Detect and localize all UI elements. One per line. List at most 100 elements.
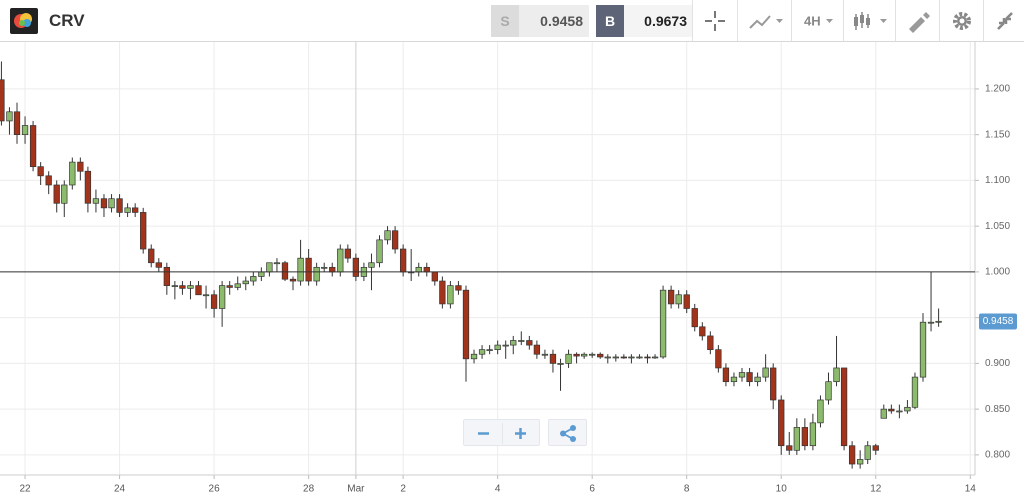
settings-icon	[953, 12, 971, 30]
candle-body	[266, 262, 273, 273]
candle-body	[911, 376, 919, 408]
candle-body	[53, 184, 60, 204]
x-tick-label: 10	[776, 484, 788, 495]
chart-type-icon	[749, 15, 783, 29]
candle-body	[187, 285, 194, 289]
x-tick-label: 4	[495, 484, 501, 495]
zoom-group	[463, 419, 540, 446]
candle-body	[258, 271, 265, 277]
y-tick-label: 1.200	[985, 84, 1010, 95]
candle-body	[13, 111, 21, 136]
candle-body	[699, 326, 706, 337]
x-tick-label: 12	[870, 484, 882, 495]
collapse-icon	[997, 12, 1013, 30]
draw-button[interactable]	[895, 0, 940, 41]
x-tick-label: 26	[209, 484, 221, 495]
toolbar: CRV S 0.9458 B 0.9673 4H	[0, 0, 1024, 42]
candle-body	[439, 280, 446, 305]
candle-body	[337, 248, 344, 273]
candle-body	[667, 289, 675, 305]
candle-body	[321, 266, 328, 269]
candle-body	[715, 349, 722, 369]
interval-button[interactable]: 4H	[791, 0, 844, 41]
candle-body	[423, 266, 430, 273]
y-tick-label: 0.800	[985, 450, 1010, 461]
candle-body	[478, 349, 486, 355]
price-tag-label: 0.9458	[983, 316, 1014, 327]
interval-icon: 4H	[804, 13, 833, 28]
candle-body	[384, 230, 391, 241]
candle-body	[620, 356, 627, 359]
zoom-in[interactable]	[515, 428, 526, 439]
candle-body	[234, 283, 241, 288]
candle-body	[573, 353, 580, 357]
candle-body	[368, 262, 375, 268]
candle-body	[242, 280, 249, 285]
share-icon	[560, 425, 576, 442]
candle-body	[589, 353, 596, 356]
x-tick-label: Mar	[347, 484, 365, 495]
candle-body	[675, 294, 682, 305]
candle-body	[313, 266, 320, 282]
chart-type-button[interactable]	[737, 0, 792, 41]
candle-body	[549, 353, 557, 364]
candle-body	[778, 399, 785, 447]
candle-body	[179, 285, 186, 289]
candle-body	[494, 344, 501, 351]
share-button[interactable]	[548, 419, 587, 446]
candle-body	[896, 410, 903, 413]
candle-body	[210, 294, 218, 309]
candle-style-icon	[854, 12, 887, 30]
x-tick-label: 14	[965, 484, 977, 495]
candle-body	[447, 285, 454, 305]
candle-body	[431, 271, 438, 282]
candle-body	[754, 376, 761, 383]
crosshair-button[interactable]	[692, 0, 737, 41]
candle-body	[250, 276, 257, 282]
candle-body	[840, 367, 848, 447]
x-tick-label: 2	[400, 484, 406, 495]
candle-body	[565, 353, 572, 364]
candle-body	[273, 262, 281, 265]
buy-label[interactable]: B	[596, 5, 624, 37]
candle-body	[140, 212, 147, 250]
price-tag	[979, 313, 1017, 330]
candle-body	[857, 459, 864, 465]
candle-body	[557, 363, 564, 365]
sell-price[interactable]: 0.9458	[519, 5, 589, 37]
candle-body	[659, 289, 667, 358]
chart: 0.8000.8500.9000.9501.0001.0501.1001.150…	[0, 42, 1017, 495]
candle-body	[864, 445, 871, 460]
logo-icon	[14, 13, 32, 28]
candle-body	[455, 285, 462, 291]
candle-body	[305, 257, 312, 282]
candle-body	[833, 367, 840, 383]
candle-body	[730, 376, 738, 383]
candle-body	[502, 344, 509, 347]
candle-body	[612, 356, 619, 359]
candle-body	[218, 285, 226, 309]
buy-price[interactable]: 0.9673	[624, 5, 692, 37]
collapse-button[interactable]	[983, 0, 1024, 41]
candle-body	[195, 285, 202, 296]
candle-body	[155, 262, 162, 268]
settings-button[interactable]	[939, 0, 984, 41]
candle-body	[927, 321, 935, 324]
candle-body	[21, 125, 29, 136]
candle-body	[148, 248, 155, 264]
candle-body	[108, 198, 115, 209]
sell-label[interactable]: S	[491, 5, 519, 37]
logo	[10, 8, 38, 34]
candle-body	[486, 349, 493, 352]
candle-body	[77, 161, 84, 172]
candle-style-button[interactable]	[843, 0, 896, 41]
x-tick-label: 22	[19, 484, 31, 495]
candle-body	[801, 427, 809, 447]
candle-body	[935, 320, 942, 323]
candle-body	[651, 356, 659, 359]
x-tick-label: 28	[303, 484, 315, 495]
candle-body	[644, 356, 651, 359]
y-tick-label: 1.100	[985, 175, 1010, 186]
candle-body	[352, 257, 360, 277]
candle-body	[29, 125, 37, 168]
